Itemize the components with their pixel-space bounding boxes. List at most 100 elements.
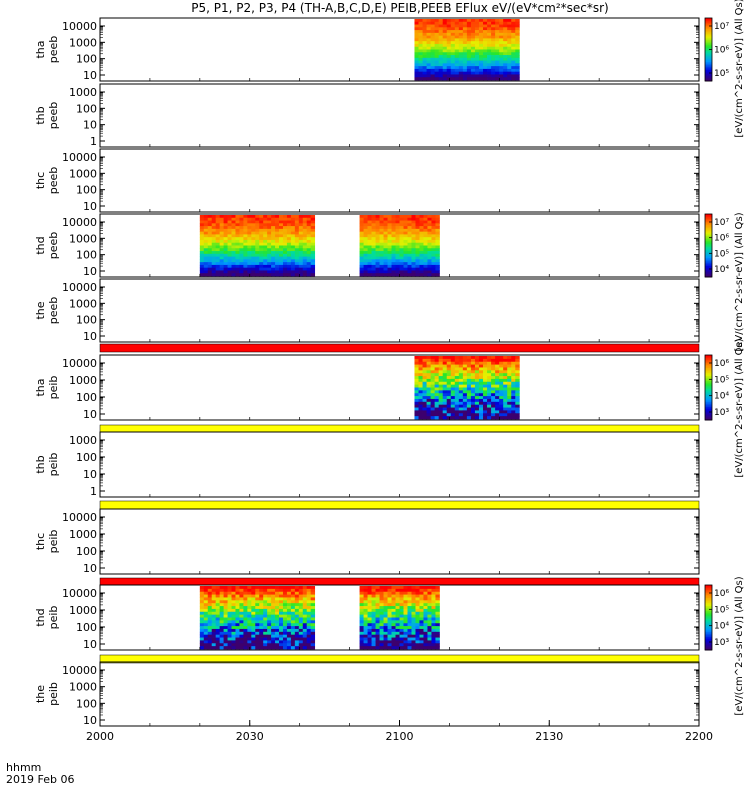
flag-bar [99, 500, 700, 510]
panel-frame [99, 278, 700, 343]
ylabel-product: peib [47, 376, 60, 400]
ytick-label: 100 [76, 621, 97, 634]
colorbar-tick-label: 10⁵ [714, 375, 729, 385]
ytick-label: 10000 [62, 20, 97, 33]
panel-thc-peeb: 10 100 1000 10000 thc peeb [34, 148, 700, 213]
colorbar-tick-label: 10⁶ [714, 359, 729, 369]
colorbar-A: 10⁵ 10⁶ 10⁷ [704, 17, 729, 82]
panel-thd-peib: 10 100 1000 10000 thd peib [34, 584, 700, 651]
panel-tha-peib: 10 100 1000 10000 tha peib [34, 354, 700, 421]
ytick-label: 10 [83, 69, 97, 82]
ytick-label: 100 [76, 545, 97, 558]
ytick-label: 100 [76, 53, 97, 66]
colorbar-label-ion-upper: [eV/(cm^2-s-sr-eV)] (All Qs) [734, 338, 745, 477]
ytick-label: 1000 [69, 36, 97, 49]
spectrogram-block [199, 215, 316, 277]
ylabel-product: peeb [47, 167, 60, 195]
flag-bar [99, 654, 700, 664]
ylabel-product: peib [47, 682, 60, 706]
ytick-label: 10000 [62, 664, 97, 677]
ytick-label: 10000 [62, 281, 97, 294]
ylabel-product: peeb [47, 232, 60, 260]
ytick-label: 10000 [62, 587, 97, 600]
xtick-label: 2100 [386, 730, 414, 743]
panel-tha-peeb: 10 100 1000 10000 tha peeb [34, 17, 700, 82]
ytick-label: 100 [76, 184, 97, 197]
flag-bar [99, 424, 700, 433]
spectrogram-block [359, 215, 440, 277]
colorbar-tick-label: 10⁴ [714, 392, 729, 402]
colorbar-tick-label: 10³ [714, 408, 729, 418]
ylabel-probe: thb [34, 455, 47, 473]
x-axis: 2000 2030 2100 2130 2200 [86, 78, 713, 743]
spectrogram-block [414, 356, 520, 420]
ytick-label: 10 [83, 200, 97, 213]
colorbar-tick-label: 10⁷ [714, 218, 729, 228]
colorbar-tick-label: 10⁵ [714, 605, 729, 615]
panel-thc-peib: 10 100 1000 10000 thc peib [34, 508, 700, 575]
colorbar-tick-label: 10⁶ [714, 46, 729, 56]
panel-frame [99, 354, 700, 421]
panel-frame [99, 83, 700, 148]
flag-bar [99, 343, 700, 353]
ytick-label: 10000 [62, 357, 97, 370]
ytick-label: 1000 [69, 167, 97, 180]
panel-frame [99, 661, 700, 727]
ytick-label: 10 [83, 330, 97, 343]
colorbar-tick-label: 10⁷ [714, 22, 729, 32]
colorbar-tick-label: 10³ [714, 638, 729, 648]
spectrogram-block [414, 19, 520, 81]
xtick-label: 2000 [86, 730, 114, 743]
ytick-label: 1 [90, 135, 97, 148]
ylabel-probe: the [34, 301, 47, 319]
ytick-label: 10000 [62, 511, 97, 524]
date-label: 2019 Feb 06 [6, 773, 74, 786]
ytick-label: 10 [83, 265, 97, 278]
ylabel-probe: thb [34, 106, 47, 124]
colorbar-tick-label: 10⁵ [714, 249, 729, 259]
ylabel-probe: tha [34, 378, 47, 396]
colorbar-D: 10³ 10⁴ 10⁵ 10⁶ [704, 584, 729, 651]
ytick-label: 1000 [69, 604, 97, 617]
ytick-label: 10 [83, 468, 97, 481]
ylabel-product: peib [47, 530, 60, 554]
colorbar-tick-label: 10⁴ [714, 622, 729, 632]
panel-frame [99, 508, 700, 575]
colorbar-C: 10³ 10⁴ 10⁵ 10⁶ [704, 354, 729, 421]
xtick-label: 2130 [535, 730, 563, 743]
ylabel-product: peeb [47, 297, 60, 325]
time-axis-label: hhmm [6, 761, 41, 774]
ytick-label: 100 [76, 451, 97, 464]
ytick-label: 1000 [69, 681, 97, 694]
spectrogram-block [359, 586, 440, 650]
ytick-label: 10 [83, 562, 97, 575]
ytick-label: 10 [83, 714, 97, 727]
ytick-label: 1000 [69, 86, 97, 99]
ylabel-probe: thc [34, 533, 47, 550]
colorbar-label-top: [eV/(cm^2-s-sr-eV)] (All Qs) [734, 0, 745, 138]
ytick-label: 10 [83, 638, 97, 651]
ytick-label: 10 [83, 408, 97, 421]
flag-bar [99, 577, 700, 586]
ytick-label: 1000 [69, 297, 97, 310]
ylabel-product: peeb [47, 36, 60, 64]
colorbars-group: 10⁵10⁶10⁷10⁴10⁵10⁶10⁷10³10⁴10⁵10⁶10³10⁴1… [704, 17, 729, 651]
ytick-label: 1 [90, 485, 97, 498]
panel-frame [99, 148, 700, 213]
colorbar-B: 10⁴ 10⁵ 10⁶ 10⁷ [704, 213, 729, 278]
colorbar-tick-label: 10⁶ [714, 589, 729, 599]
ylabel-product: peib [47, 453, 60, 477]
panel-the-peib: 10 100 1000 10000 the peib [34, 661, 700, 727]
ylabel-probe: thc [34, 172, 47, 189]
panel-thd-peeb: 10 100 1000 10000 thd peeb [34, 213, 700, 278]
ytick-label: 10 [83, 119, 97, 132]
ytick-label: 100 [76, 391, 97, 404]
ytick-label: 1000 [69, 232, 97, 245]
ylabel-probe: thd [34, 608, 47, 626]
ytick-label: 1000 [69, 528, 97, 541]
panel-frame [99, 17, 700, 82]
xtick-label: 2030 [236, 730, 264, 743]
ytick-label: 1000 [69, 374, 97, 387]
